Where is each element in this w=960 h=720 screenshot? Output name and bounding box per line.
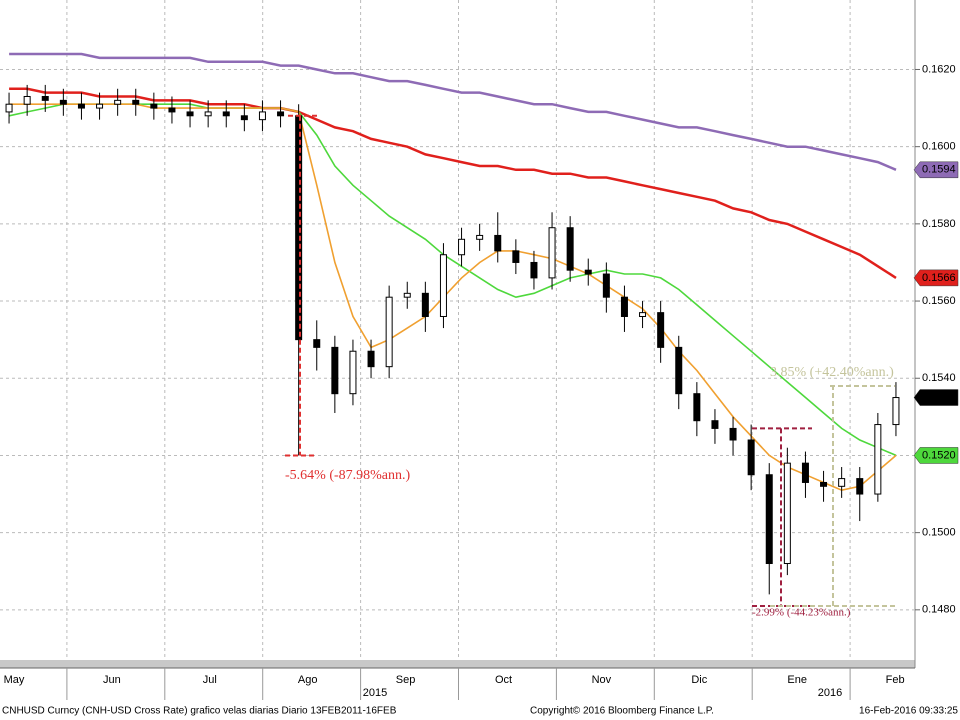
candle-body [657,312,665,348]
candle-body [385,296,393,368]
candle-body [403,292,411,298]
candle-body [765,474,773,565]
candle-body [566,227,574,271]
month-label: Oct [495,674,512,686]
month-label: Feb [886,674,905,686]
candle-body [820,481,828,487]
candle-body [801,462,809,483]
y-tick-label: 0.1540 [922,372,956,384]
end-tag [913,161,959,179]
month-label: Ago [298,674,318,686]
candle-body [838,478,846,487]
footer-right: 16-Feb-2016 09:33:25 [859,706,958,717]
candle-body [5,103,13,113]
candle-body [186,111,194,117]
footer-left: CNHUSD Curncy (CNH-USD Cross Rate) grafi… [2,706,397,717]
candle-body [856,478,864,495]
candle-body [892,397,900,426]
candle-body [114,99,122,105]
candle-body [240,115,248,121]
candle-body [41,95,49,101]
year-label: 2016 [818,687,842,699]
candle-body [168,107,176,113]
axis-band [0,660,915,668]
candle-body [874,424,882,495]
candle-body [693,393,701,422]
end-tag-label: 0.1566 [922,272,956,284]
month-label: Ene [787,674,807,686]
month-label: Nov [592,674,612,686]
candle-body [602,273,610,298]
candle-body [783,462,791,565]
candle-body [258,111,266,121]
candle-body [512,250,520,263]
candle-body [729,427,737,441]
candle-body [331,346,339,395]
candle-body [277,111,285,117]
candle-body [439,254,447,317]
candle-body [530,261,538,279]
moving-average [9,87,897,279]
y-tick-label: 0.1620 [922,63,956,75]
candle-body [639,312,647,317]
candle-body [204,111,212,117]
candle-body [132,99,140,105]
candle-body [150,103,158,109]
candle-body [548,227,556,279]
footer-center: Copyright© 2016 Bloomberg Finance L.P. [530,706,714,717]
measure-label: -2.99% (-44.23%ann.) [752,607,851,619]
end-tag [913,269,959,287]
end-tag-label: 0.1594 [922,164,956,176]
candle-body [421,292,429,317]
month-label: May [4,674,25,686]
month-label: Dic [691,674,707,686]
y-tick-label: 0.1480 [922,604,956,616]
candle-body [747,439,755,476]
candle-body [96,103,104,109]
candle-body [494,234,502,252]
moving-average [9,52,897,171]
candle-body [59,99,67,105]
end-tag [913,447,959,464]
y-tick-label: 0.1500 [922,527,956,539]
candle-body [23,95,31,105]
candle-body [711,420,719,429]
candle-body [349,350,357,395]
candle-body [584,269,592,275]
month-label: Jul [203,674,217,686]
y-tick-label: 0.1600 [922,141,956,153]
end-tag-label: 0.1535 [922,391,956,403]
measure-label: 3.85% (+42.40%ann.) [770,365,894,380]
measure-label: -5.64% (-87.98%ann.) [285,468,411,483]
candle-body [77,103,85,109]
candle-body [476,234,484,240]
candle-body [620,296,628,317]
candle-body [222,111,230,117]
end-tag-label: 0.1520 [922,449,956,461]
candle-body [458,238,466,256]
candle-body [313,339,321,348]
end-tag [913,389,959,406]
candle-body [367,350,375,368]
month-label: Jun [103,674,121,686]
candle-body [675,346,683,395]
y-tick-label: 0.1560 [922,295,956,307]
year-label: 2015 [363,687,387,699]
y-tick-label: 0.1580 [922,218,956,230]
month-label: Sep [396,674,416,686]
